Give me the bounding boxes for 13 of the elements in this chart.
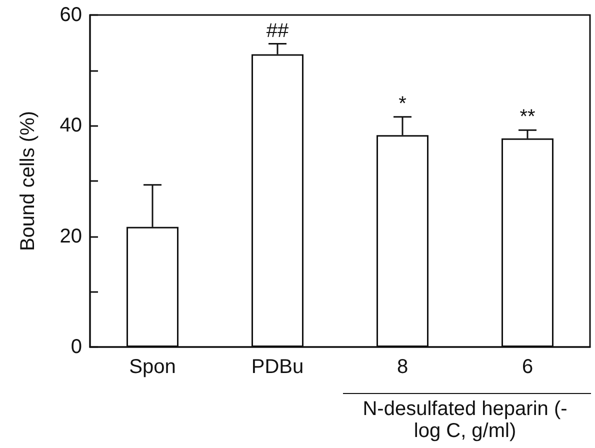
x-tick-label: Spon — [129, 356, 176, 378]
y-tick-label: 0 — [70, 336, 82, 358]
y-axis-title: Bound cells (%) — [17, 110, 39, 252]
annotation: ## — [266, 20, 290, 42]
x-tick-label: PDBu — [251, 356, 304, 378]
annotation: * — [398, 92, 407, 115]
x-axis-title: N-desulfated heparin (-log C, g/ml) — [362, 398, 568, 442]
annotation: ** — [520, 106, 536, 128]
y-tick-label: 20 — [60, 225, 82, 248]
x-tick-label: 6 — [522, 356, 534, 378]
y-tick-label: 60 — [60, 4, 82, 26]
x-tick-label: 8 — [396, 356, 408, 378]
y-tick-label: 40 — [60, 114, 82, 137]
